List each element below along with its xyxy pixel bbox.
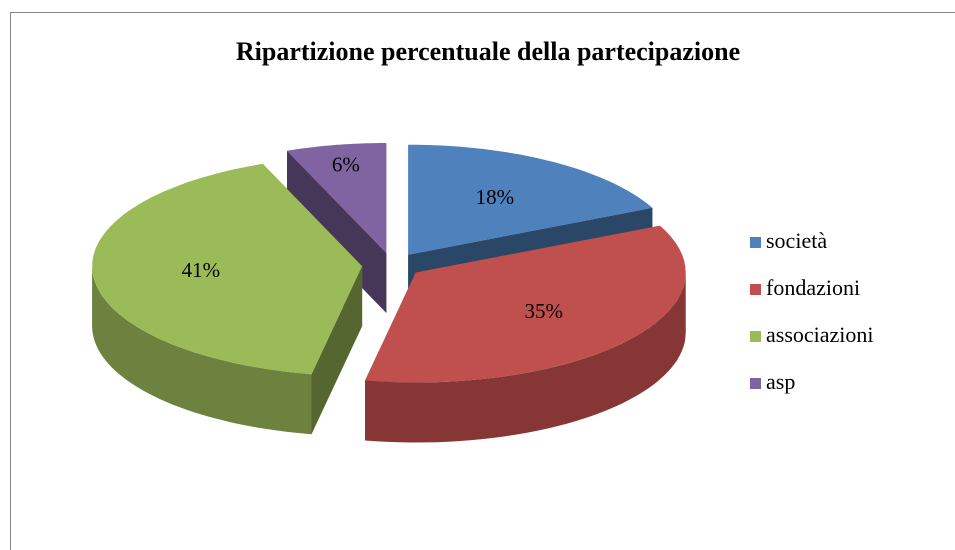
slice [92, 163, 363, 375]
legend-swatch [750, 284, 761, 295]
slice-wall [365, 272, 686, 443]
data-label: 18% [476, 185, 515, 209]
legend-swatch [750, 378, 761, 389]
slice-wall-shade [92, 266, 312, 435]
slice [287, 143, 387, 253]
legend-swatch [750, 237, 761, 248]
legend-label: asp [766, 369, 795, 394]
slice [365, 225, 686, 383]
data-label: 35% [524, 299, 563, 323]
chart-title: Ripartizione percentuale della partecipa… [236, 37, 740, 66]
slice [408, 144, 653, 255]
data-label: 6% [332, 152, 360, 176]
legend-swatch [750, 331, 761, 342]
slice-wall-shade [365, 272, 686, 443]
legend-label: società [766, 228, 827, 253]
legend-label: fondazioni [766, 275, 860, 300]
legend-label: associazioni [766, 322, 874, 347]
data-label: 41% [182, 258, 221, 282]
slice-wall [92, 266, 312, 435]
